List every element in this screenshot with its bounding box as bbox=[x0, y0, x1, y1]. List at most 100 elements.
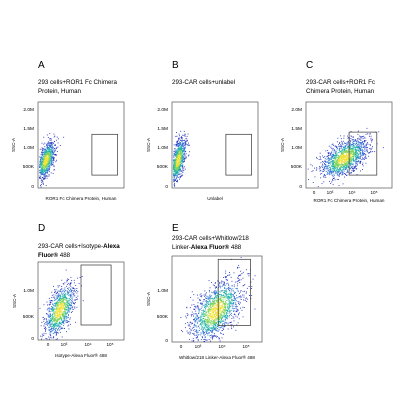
scatter-point bbox=[339, 156, 340, 158]
scatter-point bbox=[365, 145, 367, 147]
scatter-point bbox=[312, 170, 314, 172]
y-tick-label: 500K bbox=[23, 164, 35, 170]
scatter-point bbox=[63, 325, 64, 326]
scatter-point bbox=[358, 160, 360, 161]
scatter-point bbox=[359, 144, 360, 146]
scatter-point bbox=[47, 155, 49, 157]
scatter-point bbox=[63, 306, 65, 308]
scatter-point bbox=[357, 161, 358, 163]
scatter-point bbox=[355, 154, 357, 156]
scatter-point bbox=[219, 310, 221, 312]
scatter-point bbox=[344, 173, 345, 174]
scatter-point bbox=[355, 161, 357, 163]
scatter-point bbox=[325, 175, 326, 177]
scatter-point bbox=[344, 159, 346, 161]
scatter-point bbox=[231, 280, 233, 282]
scatter-point bbox=[47, 161, 49, 163]
scatter-point bbox=[223, 314, 225, 315]
scatter-point bbox=[41, 156, 42, 158]
scatter-point bbox=[337, 168, 338, 170]
scatter-point bbox=[47, 323, 49, 325]
scatter-point bbox=[62, 304, 64, 306]
scatter-point bbox=[74, 291, 76, 293]
scatter-point bbox=[346, 151, 347, 153]
scatter-point bbox=[41, 162, 43, 163]
scatter-point bbox=[47, 314, 49, 316]
scatter-point bbox=[178, 138, 180, 140]
scatter-point bbox=[334, 163, 336, 165]
scatter-point bbox=[218, 338, 220, 339]
scatter-point bbox=[176, 150, 178, 152]
scatter-point bbox=[230, 326, 232, 328]
scatter-point bbox=[57, 304, 59, 306]
scatter-point bbox=[177, 165, 179, 167]
scatter-point bbox=[336, 141, 338, 143]
scatter-point bbox=[185, 142, 187, 144]
scatter-point bbox=[220, 296, 222, 298]
scatter-point bbox=[54, 322, 56, 324]
scatter-point bbox=[47, 172, 48, 174]
scatter-point bbox=[333, 164, 334, 166]
scatter-point bbox=[46, 155, 47, 157]
scatter-point bbox=[180, 147, 182, 149]
scatter-point bbox=[332, 165, 334, 167]
scatter-point bbox=[175, 174, 177, 176]
scatter-point bbox=[173, 162, 175, 164]
scatter-point bbox=[244, 300, 246, 301]
scatter-point bbox=[211, 311, 213, 313]
scatter-point bbox=[50, 334, 51, 336]
scatter-point bbox=[177, 155, 179, 157]
scatter-point bbox=[40, 161, 42, 162]
scatter-point bbox=[45, 158, 47, 160]
scatter-point bbox=[355, 151, 357, 152]
scatter-point bbox=[46, 156, 48, 158]
scatter-point bbox=[350, 131, 352, 132]
scatter-point bbox=[48, 327, 50, 328]
scatter-point bbox=[355, 162, 357, 163]
scatter-point bbox=[319, 170, 321, 172]
scatter-point bbox=[180, 150, 181, 151]
scatter-point bbox=[51, 161, 53, 163]
scatter-point bbox=[51, 152, 53, 153]
scatter-point bbox=[329, 159, 330, 161]
scatter-point bbox=[59, 301, 61, 303]
scatter-point bbox=[352, 171, 354, 172]
scatter-point bbox=[207, 322, 209, 324]
scatter-point bbox=[332, 161, 334, 163]
scatter-point bbox=[326, 165, 327, 167]
scatter-point bbox=[63, 303, 65, 305]
scatter-point bbox=[74, 299, 76, 301]
scatter-point bbox=[358, 161, 360, 162]
scatter-point bbox=[336, 163, 338, 165]
scatter-point bbox=[44, 151, 46, 153]
scatter-point bbox=[335, 158, 337, 160]
scatter-point bbox=[224, 292, 225, 294]
scatter-point bbox=[44, 168, 45, 170]
scatter-point bbox=[176, 179, 178, 181]
scatter-point bbox=[53, 329, 55, 330]
scatter-point bbox=[47, 170, 49, 172]
scatter-point bbox=[176, 141, 178, 143]
scatter-point bbox=[183, 158, 185, 159]
scatter-point bbox=[354, 167, 355, 169]
scatter-point bbox=[177, 164, 178, 166]
scatter-point bbox=[52, 151, 54, 153]
scatter-point bbox=[53, 320, 54, 322]
scatter-point bbox=[43, 169, 45, 171]
scatter-point bbox=[344, 156, 346, 158]
scatter-point bbox=[247, 273, 249, 275]
scatter-point bbox=[346, 153, 347, 155]
scatter-point bbox=[323, 176, 325, 178]
scatter-point bbox=[214, 321, 216, 322]
scatter-point bbox=[180, 158, 182, 160]
scatter-point bbox=[182, 150, 184, 152]
scatter-point bbox=[178, 154, 180, 156]
scatter-point bbox=[216, 299, 217, 301]
scatter-point bbox=[332, 160, 334, 162]
scatter-point bbox=[189, 307, 191, 309]
scatter-point bbox=[226, 322, 228, 324]
scatter-point bbox=[45, 185, 47, 186]
scatter-point bbox=[49, 157, 51, 159]
scatter-point bbox=[354, 170, 355, 172]
scatter-point bbox=[326, 161, 328, 163]
